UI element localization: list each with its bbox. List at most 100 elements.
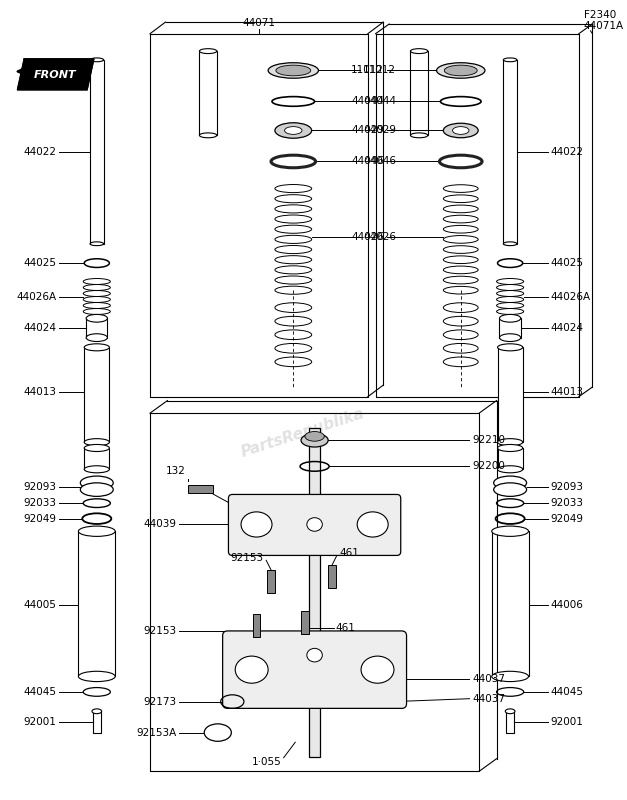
Bar bbox=[328, 565, 336, 588]
Text: 44045: 44045 bbox=[23, 687, 56, 697]
Text: 44046: 44046 bbox=[363, 157, 396, 166]
Bar bbox=[84, 347, 109, 442]
Ellipse shape bbox=[503, 242, 517, 246]
Ellipse shape bbox=[80, 483, 113, 496]
Text: 44013: 44013 bbox=[23, 387, 56, 397]
Ellipse shape bbox=[241, 512, 272, 537]
Ellipse shape bbox=[498, 445, 523, 451]
Text: 44025: 44025 bbox=[23, 258, 56, 268]
Text: 44022: 44022 bbox=[551, 146, 584, 157]
Ellipse shape bbox=[84, 344, 109, 351]
Bar bbox=[498, 448, 523, 470]
Text: 1·055: 1·055 bbox=[251, 757, 281, 766]
Ellipse shape bbox=[361, 656, 394, 683]
Bar bbox=[498, 347, 523, 442]
Text: 461: 461 bbox=[336, 623, 356, 633]
Ellipse shape bbox=[411, 133, 428, 138]
Text: 92049: 92049 bbox=[551, 514, 584, 524]
Ellipse shape bbox=[199, 49, 217, 54]
Bar bbox=[301, 610, 308, 634]
Text: 44026A: 44026A bbox=[16, 292, 56, 302]
Ellipse shape bbox=[276, 65, 311, 76]
Text: 44045: 44045 bbox=[551, 687, 584, 697]
Text: 44039: 44039 bbox=[143, 519, 176, 530]
Text: 92173: 92173 bbox=[143, 697, 176, 706]
Ellipse shape bbox=[275, 122, 312, 138]
Ellipse shape bbox=[86, 314, 107, 322]
Ellipse shape bbox=[305, 431, 324, 442]
Text: 92093: 92093 bbox=[23, 482, 56, 492]
Bar bbox=[86, 318, 107, 338]
Ellipse shape bbox=[84, 438, 109, 446]
Ellipse shape bbox=[503, 58, 517, 62]
Ellipse shape bbox=[498, 466, 523, 473]
Ellipse shape bbox=[436, 62, 485, 78]
Ellipse shape bbox=[505, 709, 515, 714]
Ellipse shape bbox=[285, 126, 302, 134]
Text: 92153: 92153 bbox=[143, 626, 176, 636]
Text: 44006: 44006 bbox=[551, 600, 584, 610]
Text: 44026: 44026 bbox=[363, 232, 396, 242]
Text: 92033: 92033 bbox=[551, 498, 584, 508]
Ellipse shape bbox=[492, 671, 529, 682]
Ellipse shape bbox=[445, 65, 477, 76]
Ellipse shape bbox=[90, 242, 103, 246]
Text: 92001: 92001 bbox=[551, 717, 584, 727]
Ellipse shape bbox=[357, 512, 388, 537]
Text: PartsRepublika: PartsRepublika bbox=[240, 406, 367, 459]
Ellipse shape bbox=[498, 344, 523, 351]
Text: 44024: 44024 bbox=[23, 323, 56, 333]
Bar bbox=[78, 531, 115, 677]
Text: FRONT: FRONT bbox=[34, 70, 76, 80]
Bar bbox=[492, 531, 529, 677]
Text: 11012: 11012 bbox=[363, 66, 396, 75]
Ellipse shape bbox=[84, 445, 109, 451]
Text: 44029: 44029 bbox=[363, 126, 396, 135]
Text: 44071A: 44071A bbox=[584, 21, 624, 30]
Polygon shape bbox=[18, 59, 94, 90]
Bar bbox=[199, 51, 217, 135]
Ellipse shape bbox=[78, 526, 115, 536]
Text: 44005: 44005 bbox=[23, 600, 56, 610]
Text: 92001: 92001 bbox=[23, 717, 56, 727]
Bar bbox=[500, 318, 521, 338]
Ellipse shape bbox=[493, 483, 527, 496]
Text: 44024: 44024 bbox=[551, 323, 584, 333]
Ellipse shape bbox=[498, 438, 523, 446]
Bar bbox=[267, 570, 275, 593]
Ellipse shape bbox=[235, 656, 268, 683]
Text: 44071: 44071 bbox=[243, 18, 275, 28]
Ellipse shape bbox=[92, 709, 102, 714]
Text: 461: 461 bbox=[340, 549, 360, 558]
Text: 92210: 92210 bbox=[472, 435, 505, 446]
Text: 92200: 92200 bbox=[472, 462, 505, 471]
Ellipse shape bbox=[500, 334, 521, 342]
Text: 44046: 44046 bbox=[351, 157, 384, 166]
Ellipse shape bbox=[453, 126, 469, 134]
FancyBboxPatch shape bbox=[228, 494, 401, 555]
Ellipse shape bbox=[84, 466, 109, 473]
Text: 92049: 92049 bbox=[23, 514, 56, 524]
Text: 44022: 44022 bbox=[23, 146, 56, 157]
Bar bbox=[93, 711, 101, 733]
Ellipse shape bbox=[492, 526, 529, 536]
Text: 11012: 11012 bbox=[351, 66, 384, 75]
Ellipse shape bbox=[80, 476, 113, 490]
Bar bbox=[253, 614, 260, 637]
Ellipse shape bbox=[90, 58, 103, 62]
Ellipse shape bbox=[411, 49, 428, 54]
FancyBboxPatch shape bbox=[223, 631, 406, 708]
Text: 44037: 44037 bbox=[472, 694, 505, 704]
Bar bbox=[411, 51, 428, 135]
Ellipse shape bbox=[493, 476, 527, 490]
Ellipse shape bbox=[86, 334, 107, 342]
Ellipse shape bbox=[500, 314, 521, 322]
Bar bbox=[90, 60, 103, 244]
Bar bbox=[506, 711, 514, 733]
Bar bbox=[188, 485, 213, 494]
Text: 92153: 92153 bbox=[230, 554, 263, 563]
Text: 92153A: 92153A bbox=[136, 727, 176, 738]
Bar bbox=[503, 60, 517, 244]
Text: 44013: 44013 bbox=[551, 387, 584, 397]
Text: 44026A: 44026A bbox=[551, 292, 591, 302]
